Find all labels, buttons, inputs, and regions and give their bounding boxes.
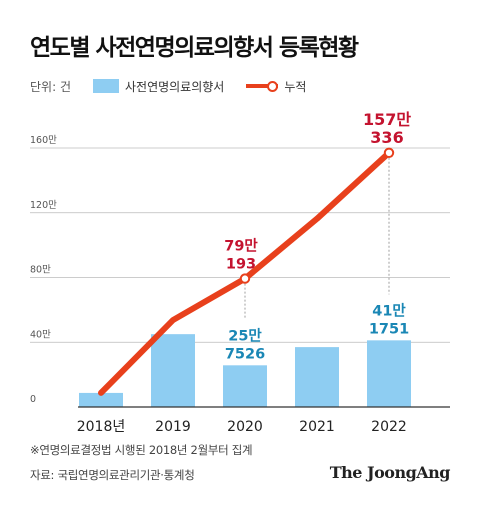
bar-data-label: 25만 [228,327,262,344]
line-data-label: 336 [370,128,403,147]
line-data-label: 193 [226,257,256,273]
y-tick-label: 160만 [30,135,57,146]
legend-bar-swatch [92,79,119,93]
y-tick-label: 80만 [30,265,51,276]
bar [79,392,123,407]
chart-area: 0 40만 80만 120만 160만 2018년 2019 2020 2021 2022 79만 1… [30,110,450,435]
y-tick-label: 40만 [30,329,51,340]
footnote: ※연명의료결정법 시행된 2018년 2월부터 집계 [30,443,253,457]
x-tick-label: 2022 [371,419,407,435]
brand-logo: The JoongAng [329,463,451,482]
x-tick-label: 2019 [155,419,191,435]
x-tick-label: 2018년 [77,419,126,435]
legend-line-label: 누적 [284,79,307,94]
y-tick-label: 0 [30,394,36,405]
bar [151,334,195,407]
x-tick-label: 2021 [299,419,335,435]
bar [367,340,411,407]
unit-label: 단위: 건 [30,79,71,94]
chart-title: 연도별 사전연명의료의향서 등록현황 [30,35,359,61]
x-tick-label: 2020 [227,419,263,435]
bar-data-label: 1751 [369,321,409,337]
line-data-label: 79만 [224,238,258,255]
bar-data-label: 7526 [225,346,265,362]
source-note: 자료: 국립연명의료관리기관·통계청 [30,468,195,482]
legend-line-swatch [246,79,279,93]
bar [295,347,339,407]
bar [223,365,267,407]
legend: 단위: 건 사전연명의료의향서 누적 [30,76,306,96]
legend-bar-label: 사전연명의료의향서 [124,79,225,94]
y-tick-label: 120만 [30,200,57,211]
line-point [239,273,251,284]
bar-data-label: 41만 [372,302,406,319]
line-data-label: 157만 [363,110,411,129]
line-point [383,147,395,159]
